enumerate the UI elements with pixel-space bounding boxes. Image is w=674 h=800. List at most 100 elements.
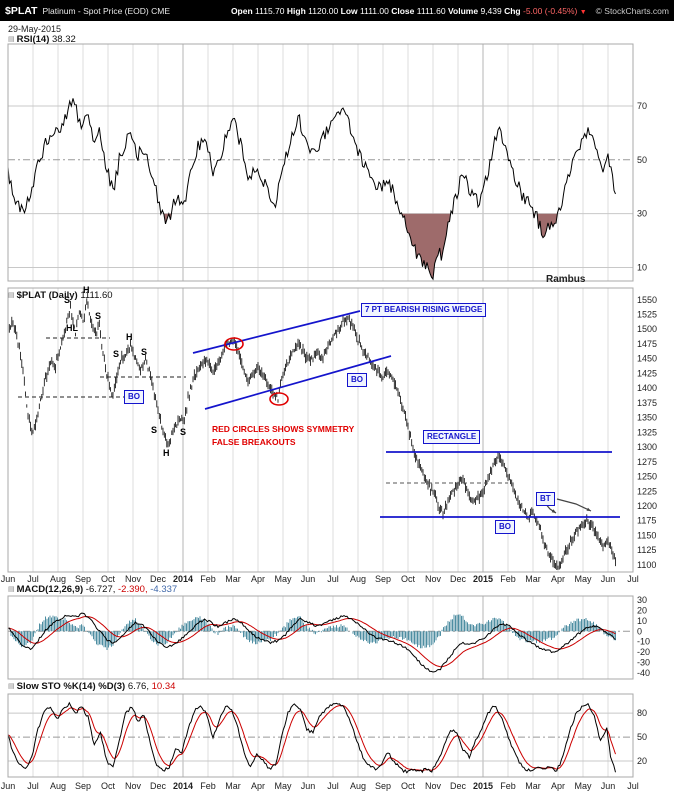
svg-text:1225: 1225	[637, 486, 657, 496]
quote-summary: Open 1115.70 High 1120.00 Low 1111.00 Cl…	[231, 6, 587, 16]
sto-panel-border	[7, 693, 634, 778]
annotation-trendline-wedge-lower	[204, 355, 392, 410]
svg-text:30: 30	[637, 209, 647, 219]
svg-text:Feb: Feb	[500, 781, 516, 791]
svg-text:20: 20	[637, 756, 647, 766]
svg-text:2014: 2014	[173, 781, 193, 791]
svg-text:1125: 1125	[637, 545, 656, 555]
svg-text:May: May	[274, 781, 292, 791]
svg-text:Feb: Feb	[200, 574, 216, 584]
price-value: 1111.60	[80, 290, 113, 301]
price-bars	[7, 298, 616, 570]
svg-text:Oct: Oct	[401, 781, 416, 791]
svg-text:Aug: Aug	[350, 781, 366, 791]
macd-signal-line	[8, 616, 616, 668]
svg-text:Apr: Apr	[251, 781, 265, 791]
svg-text:Mar: Mar	[225, 574, 241, 584]
chg-label: Chg	[504, 5, 521, 16]
svg-text:1525: 1525	[637, 310, 657, 320]
low-value: 1111.00	[360, 5, 389, 16]
svg-text:Jul: Jul	[27, 781, 39, 791]
svg-text:Jun: Jun	[301, 574, 316, 584]
macd-value-2: -2.390,	[118, 584, 148, 595]
open-value: 1115.70	[255, 5, 285, 16]
svg-text:Apr: Apr	[551, 574, 565, 584]
sto-d-line	[7, 704, 616, 772]
sto-label: Slow STO %K(14) %D(3)	[16, 681, 126, 692]
svg-text:1375: 1375	[637, 398, 657, 408]
chart-date: 29-May-2015	[8, 24, 62, 34]
panel-icon: ▤	[8, 683, 15, 690]
svg-text:Jun: Jun	[1, 781, 16, 791]
svg-text:Oct: Oct	[101, 781, 116, 791]
header-bar: $PLAT Platinum - Spot Price (EOD) CME Op…	[0, 0, 674, 21]
svg-text:2015: 2015	[473, 574, 493, 584]
svg-text:1325: 1325	[637, 427, 657, 437]
svg-text:Mar: Mar	[525, 574, 541, 584]
macd-value-1: -6.727,	[85, 584, 116, 595]
svg-text:Jul: Jul	[327, 781, 339, 791]
rsi-value: 38.32	[52, 34, 76, 45]
svg-text:-30: -30	[637, 657, 650, 667]
svg-text:1425: 1425	[637, 368, 657, 378]
svg-text:Mar: Mar	[225, 781, 241, 791]
gridlines	[8, 44, 633, 777]
svg-text:Feb: Feb	[200, 781, 216, 791]
svg-text:1475: 1475	[637, 339, 657, 349]
svg-text:10: 10	[637, 263, 647, 273]
macd-histogram	[10, 614, 616, 650]
svg-text:Aug: Aug	[50, 781, 66, 791]
svg-text:Sep: Sep	[375, 574, 391, 584]
chg-down-icon: ▼	[579, 8, 587, 16]
macd-panel-label: ▤ MACD(12,26,9) -6.727, -2.390, -4.337	[8, 584, 177, 595]
sto-value-k: 6.76,	[127, 681, 149, 692]
annotation-trendline-wedge-upper	[192, 310, 361, 354]
svg-text:May: May	[274, 574, 292, 584]
svg-text:Dec: Dec	[450, 781, 467, 791]
sto-k-line	[7, 701, 616, 774]
svg-text:Nov: Nov	[125, 574, 142, 584]
high-value: 1120.00	[308, 5, 339, 16]
rsi-oversold-fill	[163, 213, 172, 224]
y-axis-labels: 70 50 30 10 1550 1525 1500 1475 1450 1425 1400 1375…	[637, 101, 657, 766]
macd-value-3: -4.337	[150, 584, 178, 595]
svg-text:Mar: Mar	[525, 781, 541, 791]
rsi-panel-border	[7, 43, 634, 282]
svg-text:Jul: Jul	[27, 574, 39, 584]
svg-text:Jul: Jul	[327, 574, 339, 584]
ticker-symbol: $PLAT	[5, 4, 38, 17]
svg-text:-20: -20	[637, 647, 650, 657]
svg-text:Oct: Oct	[401, 574, 416, 584]
svg-text:30: 30	[637, 595, 647, 605]
panel-icon: ▤	[8, 586, 15, 593]
close-value: 1111.60	[416, 5, 446, 16]
panel-icon: ▤	[8, 292, 15, 299]
svg-text:May: May	[574, 781, 592, 791]
price-label: $PLAT (Daily)	[16, 290, 78, 301]
ticker-description: Platinum - Spot Price (EOD) CME	[42, 5, 171, 16]
svg-text:1275: 1275	[637, 457, 657, 467]
svg-text:Aug: Aug	[350, 574, 366, 584]
svg-text:1150: 1150	[637, 531, 656, 541]
macd-line	[8, 612, 616, 673]
panel-icon: ▤	[8, 36, 15, 43]
volume-label: Volume	[447, 5, 479, 16]
rambus-watermark: Rambus	[546, 274, 586, 285]
svg-text:1450: 1450	[637, 354, 657, 364]
svg-text:1300: 1300	[637, 442, 657, 452]
price-panel-label: ▤ $PLAT (Daily) 1111.60	[8, 290, 113, 301]
svg-text:Dec: Dec	[450, 574, 467, 584]
svg-text:Jun: Jun	[301, 781, 316, 791]
sto-panel-label: ▤ Slow STO %K(14) %D(3) 6.76, 10.34	[8, 681, 175, 692]
svg-text:1350: 1350	[637, 413, 657, 423]
rsi-oversold-fill	[401, 213, 451, 280]
copyright: © StockCharts.com	[595, 5, 669, 16]
svg-text:Apr: Apr	[251, 574, 265, 584]
svg-text:Apr: Apr	[551, 781, 565, 791]
svg-text:2015: 2015	[473, 781, 493, 791]
svg-text:70: 70	[637, 101, 647, 111]
svg-text:2014: 2014	[173, 574, 193, 584]
false-breakout-circle	[224, 337, 244, 351]
